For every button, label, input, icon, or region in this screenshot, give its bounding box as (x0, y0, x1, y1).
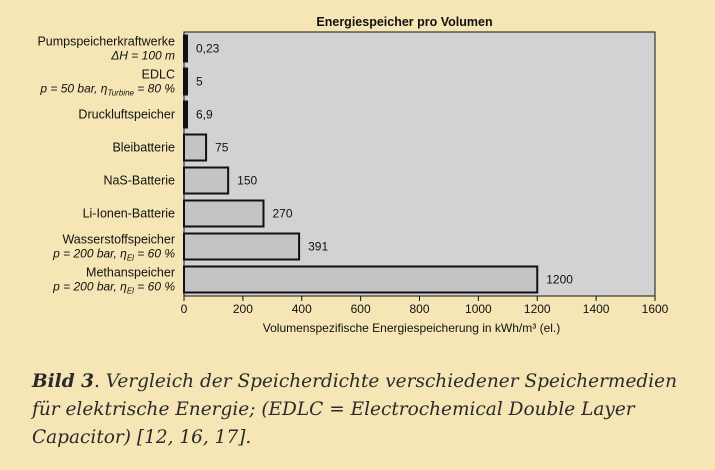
category-label-7: Methanspeicher (86, 266, 175, 280)
x-tick-label-3: 600 (351, 302, 371, 316)
caption-text: . Vergleich der Speicherdichte verschied… (32, 371, 678, 448)
value-label-1: 5 (196, 75, 203, 89)
category-label-6: Wasserstoffspeicher (62, 233, 175, 247)
bar-7 (183, 265, 539, 294)
x-tick-label-4: 800 (409, 302, 429, 316)
bar-1 (183, 67, 188, 96)
x-tick-label-0: 0 (181, 302, 188, 316)
bar-0 (183, 34, 188, 63)
category-label-4: NaS-Batterie (103, 174, 175, 188)
category-sublabel-6: p = 200 bar, ηEl = 60 % (52, 247, 175, 263)
x-axis-label: Volumenspezifische Energiespeicherung in… (263, 321, 560, 335)
category-label-0: Pumpspeicherkraftwerke (37, 35, 175, 49)
category-sublabel-0: ΔH = 100 m (110, 49, 175, 63)
bar-6 (183, 232, 301, 261)
category-sublabel-7: p = 200 bar, ηEl = 60 % (52, 280, 175, 296)
chart-title: Energiespeicher pro Volumen (316, 15, 492, 29)
caption-label: Bild 3 (32, 371, 94, 392)
category-label-5: Li-Ionen-Batterie (83, 207, 175, 221)
category-label-2: Druckluftspeicher (78, 108, 175, 122)
x-tick-label-5: 1000 (465, 302, 492, 316)
x-tick-label-6: 1200 (524, 302, 551, 316)
value-label-7: 1200 (546, 273, 573, 287)
x-tick-label-8: 1600 (642, 302, 669, 316)
figure-caption: Bild 3. Vergleich der Speicherdichte ver… (32, 368, 692, 452)
value-label-5: 270 (272, 207, 292, 221)
value-label-2: 6,9 (196, 108, 213, 122)
value-label-6: 391 (308, 240, 328, 254)
x-tick-label-7: 1400 (583, 302, 610, 316)
value-label-4: 150 (237, 174, 257, 188)
bar-3 (183, 133, 208, 162)
value-label-0: 0,23 (196, 42, 220, 56)
x-tick-label-2: 400 (292, 302, 312, 316)
category-label-1: EDLC (142, 68, 175, 82)
bar-2 (183, 100, 188, 129)
category-label-3: Bleibatterie (112, 141, 175, 155)
value-label-3: 75 (215, 141, 229, 155)
bar-4 (183, 166, 230, 195)
x-tick-label-1: 200 (233, 302, 253, 316)
category-sublabel-1: p = 50 bar, ηTurbine = 80 % (39, 82, 175, 98)
bar-5 (183, 199, 265, 228)
